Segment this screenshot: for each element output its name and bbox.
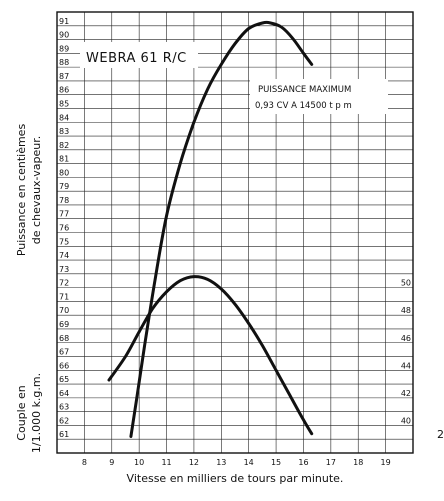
power-tick-label: 71 <box>59 292 69 301</box>
ticks-layer: 8 9 10 11 12 13 14 15 16 17 18 19616263646566676869… <box>59 17 411 467</box>
x-tick-label: 10 <box>134 458 144 467</box>
power-tick-label: 76 <box>59 224 69 233</box>
power-tick-label: 69 <box>59 320 69 329</box>
grid-layer <box>57 12 413 453</box>
power-tick-label: 77 <box>59 210 69 219</box>
power-tick-label: 65 <box>59 375 69 384</box>
power-tick-label: 88 <box>59 58 69 67</box>
max-power-value: 0,93 CV A 14500 t p m <box>255 101 352 111</box>
torque-tick-label: 46 <box>401 334 411 343</box>
power-tick-label: 84 <box>59 113 69 122</box>
power-tick-label: 74 <box>59 251 69 260</box>
curves-layer <box>107 20 314 438</box>
max-power-annotation: PUISSANCE MAXIMUM 0,93 CV A 14500 t p m <box>250 79 388 114</box>
x-tick-label: 13 <box>216 458 226 467</box>
power-tick-label: 64 <box>59 389 69 398</box>
power-tick-label: 79 <box>59 182 69 191</box>
power-tick-label: 80 <box>59 168 69 177</box>
torque-tick-label: 40 <box>401 416 411 425</box>
torque-curve <box>107 275 314 436</box>
max-power-label: PUISSANCE MAXIMUM <box>258 85 351 95</box>
x-tick-label: 12 <box>189 458 199 467</box>
power-tick-label: 90 <box>59 31 69 40</box>
x-tick-label: 14 <box>244 458 254 467</box>
x-tick-label: 17 <box>326 458 336 467</box>
power-tick-label: 78 <box>59 196 69 205</box>
power-tick-label: 73 <box>59 265 69 274</box>
plot-frame <box>56 11 414 454</box>
torque-tick-label: 48 <box>401 306 411 315</box>
power-tick-label: 91 <box>59 17 69 26</box>
power-tick-label: 67 <box>59 348 69 357</box>
power-tick-label: 72 <box>59 279 69 288</box>
x-tick-label: 19 <box>381 458 391 467</box>
power-tick-label: 70 <box>59 306 69 315</box>
power-tick-label: 82 <box>59 141 69 150</box>
torque-tick-label: 50 <box>401 279 411 288</box>
x-axis-title: Vitesse en milliers de tours par minute. <box>127 472 344 485</box>
torque-tick-label: 42 <box>401 389 411 398</box>
x-tick-label: 16 <box>298 458 308 467</box>
model-title-box: WEBRA 61 R/C <box>80 42 198 68</box>
power-curve <box>129 20 314 438</box>
torque-axis-title-2: 1/1.000 k.g.m. <box>30 373 43 453</box>
x-tick-label: 9 <box>109 458 114 467</box>
power-tick-label: 66 <box>59 361 69 370</box>
power-tick-label: 68 <box>59 334 69 343</box>
power-tick-label: 81 <box>59 155 69 164</box>
power-axis-title: Puissance en centièmes <box>15 124 28 257</box>
power-tick-label: 63 <box>59 403 69 412</box>
power-tick-label: 89 <box>59 44 69 53</box>
torque-tick-label: 44 <box>401 361 411 370</box>
x-tick-label: 11 <box>161 458 171 467</box>
x-tick-label: 18 <box>353 458 363 467</box>
page-corner-mark: 2 <box>437 428 444 441</box>
x-tick-label: 8 <box>82 458 87 467</box>
power-axis-title-2: de chevaux-vapeur. <box>30 136 43 244</box>
chart-title: WEBRA 61 R/C <box>86 51 187 66</box>
x-tick-label: 15 <box>271 458 281 467</box>
power-tick-label: 61 <box>59 430 69 439</box>
power-tick-label: 62 <box>59 416 69 425</box>
power-tick-label: 75 <box>59 237 69 246</box>
power-tick-label: 85 <box>59 99 69 108</box>
power-tick-label: 86 <box>59 86 69 95</box>
power-tick-label: 83 <box>59 127 69 136</box>
power-tick-label: 87 <box>59 72 69 81</box>
torque-axis-title: Couple en <box>15 385 28 440</box>
